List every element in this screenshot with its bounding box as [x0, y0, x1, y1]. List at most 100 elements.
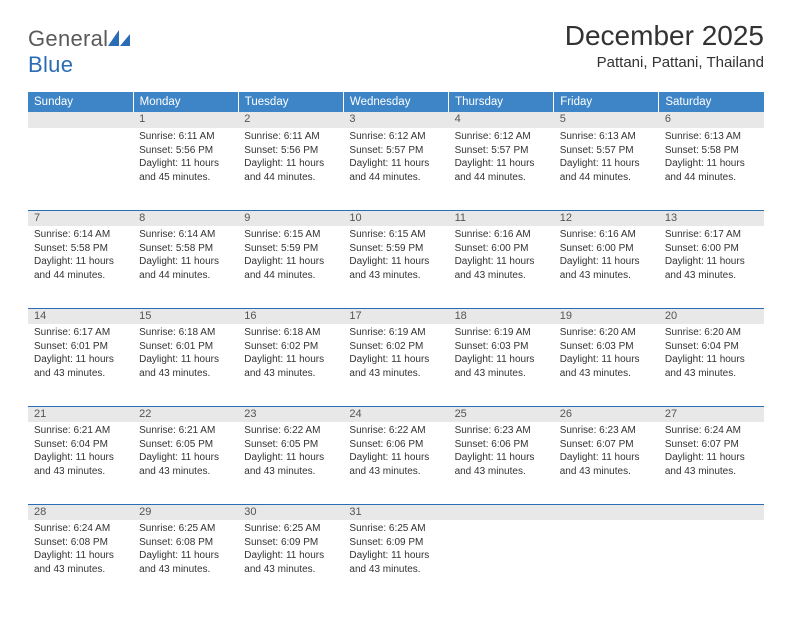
daylight-text: Daylight: 11 hours — [349, 549, 442, 563]
day-cell — [28, 128, 133, 210]
sunset-text: Sunset: 6:05 PM — [139, 438, 232, 452]
day-cell: Sunrise: 6:20 AMSunset: 6:03 PMDaylight:… — [554, 324, 659, 406]
sunrise-text: Sunrise: 6:21 AM — [34, 424, 127, 438]
daylight-text: Daylight: 11 hours — [244, 353, 337, 367]
daylight-text: and 43 minutes. — [34, 367, 127, 381]
sunset-text: Sunset: 6:06 PM — [455, 438, 548, 452]
day-cell: Sunrise: 6:25 AMSunset: 6:08 PMDaylight:… — [133, 520, 238, 602]
sunrise-text: Sunrise: 6:17 AM — [665, 228, 758, 242]
sunrise-text: Sunrise: 6:22 AM — [349, 424, 442, 438]
daylight-text: and 43 minutes. — [349, 465, 442, 479]
sunset-text: Sunset: 6:07 PM — [665, 438, 758, 452]
day-cell-lines: Sunrise: 6:13 AMSunset: 5:57 PMDaylight:… — [560, 130, 653, 184]
sunset-text: Sunset: 6:01 PM — [139, 340, 232, 354]
daylight-text: and 43 minutes. — [665, 367, 758, 381]
day-number: 9 — [238, 210, 343, 226]
day-cell: Sunrise: 6:25 AMSunset: 6:09 PMDaylight:… — [238, 520, 343, 602]
day-number: 3 — [343, 112, 448, 128]
daylight-text: and 43 minutes. — [560, 269, 653, 283]
day-cell: Sunrise: 6:16 AMSunset: 6:00 PMDaylight:… — [449, 226, 554, 308]
day-cell: Sunrise: 6:16 AMSunset: 6:00 PMDaylight:… — [554, 226, 659, 308]
daylight-text: Daylight: 11 hours — [34, 451, 127, 465]
daylight-text: Daylight: 11 hours — [560, 451, 653, 465]
daylight-text: Daylight: 11 hours — [455, 157, 548, 171]
day-cell — [449, 520, 554, 602]
day-cell-lines: Sunrise: 6:17 AMSunset: 6:01 PMDaylight:… — [34, 326, 127, 380]
title-block: December 2025 Pattani, Pattani, Thailand — [565, 20, 764, 71]
daylight-text: and 43 minutes. — [665, 465, 758, 479]
sunrise-text: Sunrise: 6:11 AM — [139, 130, 232, 144]
sunrise-text: Sunrise: 6:21 AM — [139, 424, 232, 438]
sunset-text: Sunset: 5:57 PM — [560, 144, 653, 158]
sunset-text: Sunset: 6:06 PM — [349, 438, 442, 452]
day-number — [28, 112, 133, 128]
sunrise-text: Sunrise: 6:15 AM — [349, 228, 442, 242]
daylight-text: Daylight: 11 hours — [665, 255, 758, 269]
day-content-row: Sunrise: 6:24 AMSunset: 6:08 PMDaylight:… — [28, 520, 764, 602]
sunset-text: Sunset: 5:56 PM — [244, 144, 337, 158]
sunrise-text: Sunrise: 6:12 AM — [349, 130, 442, 144]
day-number: 5 — [554, 112, 659, 128]
daylight-text: and 43 minutes. — [139, 563, 232, 577]
day-cell-lines: Sunrise: 6:15 AMSunset: 5:59 PMDaylight:… — [349, 228, 442, 282]
weekday-header: Monday — [133, 92, 238, 112]
day-cell: Sunrise: 6:11 AMSunset: 5:56 PMDaylight:… — [133, 128, 238, 210]
day-number: 8 — [133, 210, 238, 226]
daylight-text: and 44 minutes. — [244, 171, 337, 185]
daylight-text: and 43 minutes. — [455, 269, 548, 283]
day-cell-lines: Sunrise: 6:14 AMSunset: 5:58 PMDaylight:… — [139, 228, 232, 282]
day-cell-lines: Sunrise: 6:11 AMSunset: 5:56 PMDaylight:… — [244, 130, 337, 184]
daylight-text: Daylight: 11 hours — [560, 353, 653, 367]
daylight-text: and 44 minutes. — [244, 269, 337, 283]
daylight-text: Daylight: 11 hours — [34, 255, 127, 269]
sunset-text: Sunset: 6:03 PM — [455, 340, 548, 354]
daylight-text: and 43 minutes. — [244, 367, 337, 381]
day-cell: Sunrise: 6:18 AMSunset: 6:02 PMDaylight:… — [238, 324, 343, 406]
sunset-text: Sunset: 5:59 PM — [244, 242, 337, 256]
sunrise-text: Sunrise: 6:23 AM — [455, 424, 548, 438]
calendar-page: GeneralBlue December 2025 Pattani, Patta… — [0, 0, 792, 622]
day-number: 27 — [659, 406, 764, 422]
sunrise-text: Sunrise: 6:19 AM — [455, 326, 548, 340]
day-cell: Sunrise: 6:17 AMSunset: 6:01 PMDaylight:… — [28, 324, 133, 406]
daylight-text: and 44 minutes. — [34, 269, 127, 283]
day-cell: Sunrise: 6:12 AMSunset: 5:57 PMDaylight:… — [449, 128, 554, 210]
day-cell-lines: Sunrise: 6:13 AMSunset: 5:58 PMDaylight:… — [665, 130, 758, 184]
day-cell: Sunrise: 6:19 AMSunset: 6:02 PMDaylight:… — [343, 324, 448, 406]
day-content-row: Sunrise: 6:17 AMSunset: 6:01 PMDaylight:… — [28, 324, 764, 406]
daylight-text: Daylight: 11 hours — [349, 255, 442, 269]
day-cell: Sunrise: 6:22 AMSunset: 6:05 PMDaylight:… — [238, 422, 343, 504]
day-cell-lines: Sunrise: 6:16 AMSunset: 6:00 PMDaylight:… — [455, 228, 548, 282]
day-number: 11 — [449, 210, 554, 226]
sunset-text: Sunset: 6:00 PM — [665, 242, 758, 256]
day-number: 30 — [238, 504, 343, 520]
sunset-text: Sunset: 6:01 PM — [34, 340, 127, 354]
day-number: 22 — [133, 406, 238, 422]
day-cell-lines: Sunrise: 6:11 AMSunset: 5:56 PMDaylight:… — [139, 130, 232, 184]
daylight-text: and 43 minutes. — [455, 465, 548, 479]
day-cell: Sunrise: 6:14 AMSunset: 5:58 PMDaylight:… — [28, 226, 133, 308]
day-cell-lines: Sunrise: 6:25 AMSunset: 6:08 PMDaylight:… — [139, 522, 232, 576]
sunset-text: Sunset: 6:08 PM — [139, 536, 232, 550]
sunset-text: Sunset: 6:07 PM — [560, 438, 653, 452]
weekday-header: Wednesday — [343, 92, 448, 112]
day-number: 20 — [659, 308, 764, 324]
daylight-text: Daylight: 11 hours — [244, 255, 337, 269]
sail-icon — [108, 30, 130, 46]
day-number-row: 78910111213 — [28, 210, 764, 226]
day-cell: Sunrise: 6:23 AMSunset: 6:06 PMDaylight:… — [449, 422, 554, 504]
sunset-text: Sunset: 5:58 PM — [665, 144, 758, 158]
daylight-text: Daylight: 11 hours — [139, 157, 232, 171]
sunrise-text: Sunrise: 6:19 AM — [349, 326, 442, 340]
day-cell-lines: Sunrise: 6:24 AMSunset: 6:07 PMDaylight:… — [665, 424, 758, 478]
day-cell: Sunrise: 6:23 AMSunset: 6:07 PMDaylight:… — [554, 422, 659, 504]
sunset-text: Sunset: 6:03 PM — [560, 340, 653, 354]
daylight-text: and 43 minutes. — [139, 367, 232, 381]
day-cell-lines: Sunrise: 6:22 AMSunset: 6:06 PMDaylight:… — [349, 424, 442, 478]
daylight-text: and 43 minutes. — [34, 465, 127, 479]
day-content-row: Sunrise: 6:14 AMSunset: 5:58 PMDaylight:… — [28, 226, 764, 308]
daylight-text: Daylight: 11 hours — [34, 549, 127, 563]
day-number-row: 28293031 — [28, 504, 764, 520]
daylight-text: Daylight: 11 hours — [665, 451, 758, 465]
brand-part1: General — [28, 26, 108, 51]
